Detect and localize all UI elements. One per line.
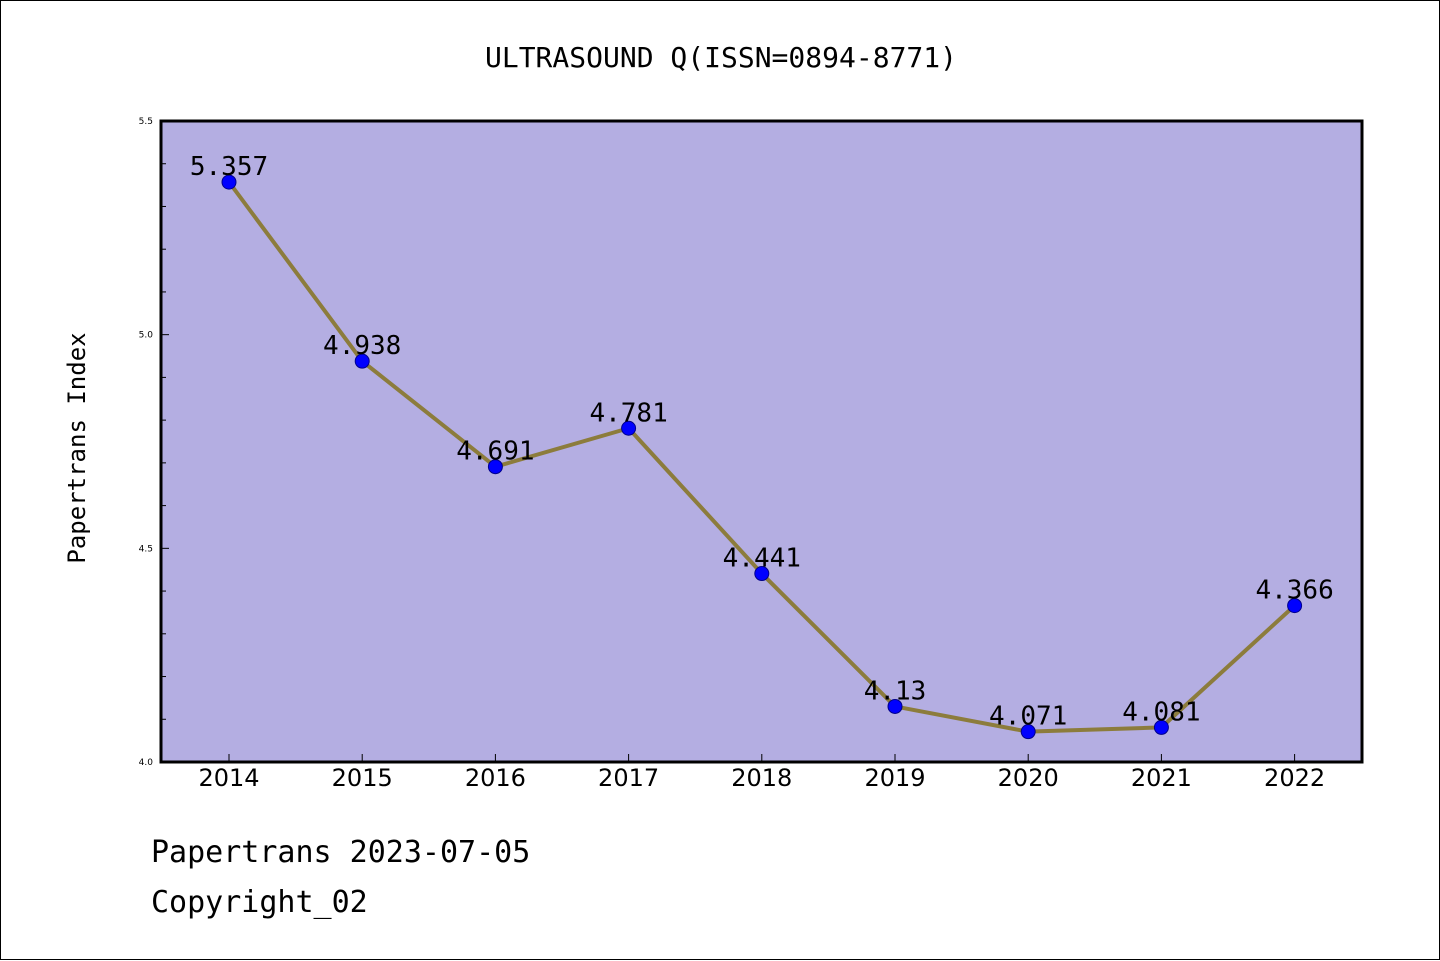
x-axis-ticks: 2014 2015 2016 2017 2018 2019 2020 2021 2022: [198, 754, 1325, 792]
y-tick-label: 5.0: [139, 331, 154, 341]
data-point: [354, 353, 370, 369]
data-label: 4.691: [456, 437, 534, 467]
x-tick-label: 2018: [731, 764, 792, 792]
footer-copyright: Copyright_02: [151, 885, 368, 920]
x-tick-label: 2016: [465, 764, 526, 792]
plot-area: [159, 119, 1364, 764]
series-group: 5.357 4.938 4.691 4.781 4.441 4.13 4.071 4.081 4…: [190, 152, 1334, 740]
x-tick-label: 2019: [864, 764, 925, 792]
data-label: 4.071: [989, 702, 1067, 732]
data-label: 4.781: [589, 398, 667, 428]
footer-date: Papertrans 2023-07-05: [151, 835, 531, 870]
data-point: [887, 698, 903, 714]
data-label: 4.081: [1122, 697, 1200, 727]
x-tick-label: 2014: [198, 764, 259, 792]
data-point: [221, 174, 237, 190]
data-label: 4.938: [323, 331, 401, 361]
y-tick-label: 4.0: [139, 758, 154, 768]
data-point: [754, 566, 770, 582]
y-tick-label: 5.5: [139, 117, 153, 127]
y-tick-label: 4.5: [139, 544, 153, 554]
data-point: [1153, 719, 1169, 735]
data-point: [621, 420, 637, 436]
data-point: [1020, 724, 1036, 740]
data-label: 4.13: [864, 676, 927, 706]
y-axis-ticks: 4.0 4.5 5.0 5.5: [139, 117, 169, 768]
x-tick-label: 2015: [332, 764, 393, 792]
y-axis-label: Papertrans Index: [63, 332, 91, 563]
data-label: 5.357: [190, 152, 268, 182]
data-label: 4.441: [723, 544, 801, 574]
data-label: 4.366: [1255, 576, 1333, 606]
x-tick-label: 2021: [1131, 764, 1192, 792]
chart-title: ULTRASOUND Q(ISSN=0894-8771): [485, 41, 957, 74]
x-tick-label: 2017: [598, 764, 659, 792]
x-tick-label: 2022: [1264, 764, 1325, 792]
x-tick-label: 2020: [998, 764, 1059, 792]
data-point: [1287, 598, 1303, 614]
data-point: [487, 459, 503, 475]
